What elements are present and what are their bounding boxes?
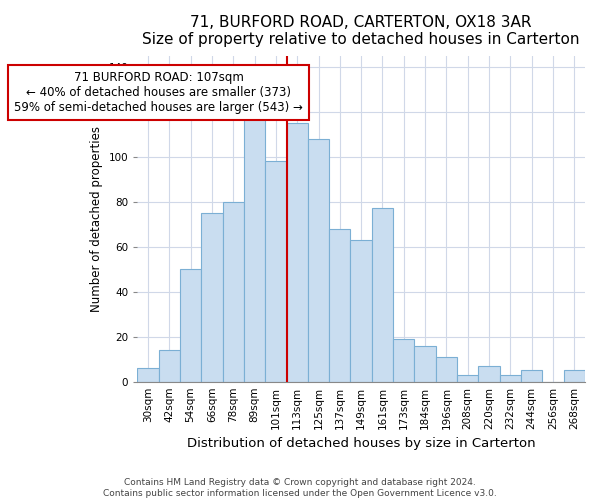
- Bar: [393, 339, 415, 382]
- Bar: [436, 357, 457, 382]
- Bar: [500, 375, 521, 382]
- Text: Contains HM Land Registry data © Crown copyright and database right 2024.
Contai: Contains HM Land Registry data © Crown c…: [103, 478, 497, 498]
- Text: 71 BURFORD ROAD: 107sqm
← 40% of detached houses are smaller (373)
59% of semi-d: 71 BURFORD ROAD: 107sqm ← 40% of detache…: [14, 72, 303, 114]
- Bar: [158, 350, 180, 382]
- Bar: [415, 346, 436, 382]
- Bar: [308, 138, 329, 382]
- Bar: [521, 370, 542, 382]
- Bar: [137, 368, 158, 382]
- Bar: [180, 269, 201, 382]
- X-axis label: Distribution of detached houses by size in Carterton: Distribution of detached houses by size …: [187, 437, 535, 450]
- Bar: [478, 366, 500, 382]
- Bar: [350, 240, 372, 382]
- Bar: [457, 375, 478, 382]
- Y-axis label: Number of detached properties: Number of detached properties: [90, 126, 103, 312]
- Bar: [372, 208, 393, 382]
- Bar: [223, 202, 244, 382]
- Bar: [329, 228, 350, 382]
- Bar: [265, 161, 287, 382]
- Title: 71, BURFORD ROAD, CARTERTON, OX18 3AR
Size of property relative to detached hous: 71, BURFORD ROAD, CARTERTON, OX18 3AR Si…: [142, 15, 580, 48]
- Bar: [563, 370, 585, 382]
- Bar: [287, 123, 308, 382]
- Bar: [244, 116, 265, 382]
- Bar: [201, 213, 223, 382]
